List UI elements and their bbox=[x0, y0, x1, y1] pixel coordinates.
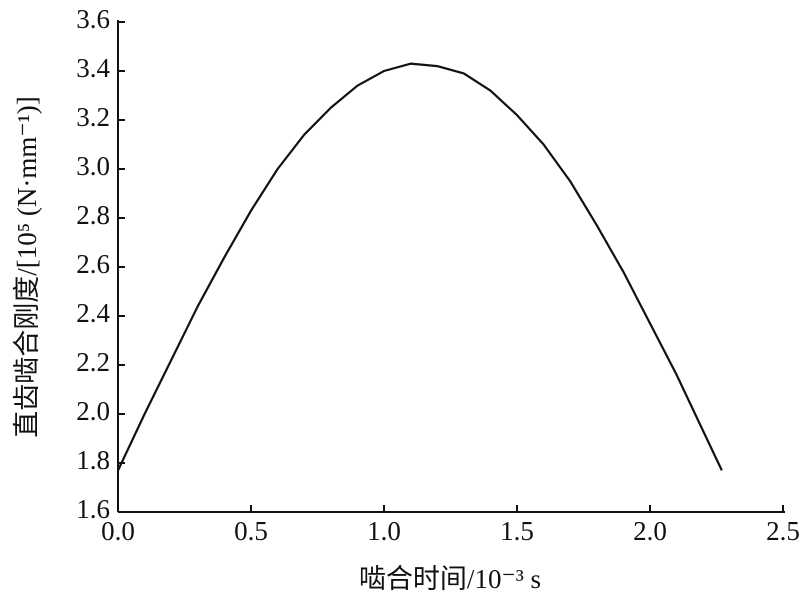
y-tick-label: 3.6 bbox=[76, 4, 110, 34]
x-tick-label: 2.0 bbox=[633, 516, 667, 546]
y-tick-label: 2.8 bbox=[76, 200, 110, 230]
y-tick-label: 3.0 bbox=[76, 151, 110, 181]
y-tick-label: 2.4 bbox=[76, 298, 110, 328]
y-tick-label: 2.2 bbox=[76, 347, 110, 377]
y-tick-label: 1.8 bbox=[76, 445, 110, 475]
x-tick-label: 1.0 bbox=[367, 516, 401, 546]
x-tick-label: 2.5 bbox=[766, 516, 800, 546]
y-tick-label: 3.2 bbox=[76, 102, 110, 132]
y-tick-label: 3.4 bbox=[76, 53, 110, 83]
line bbox=[117, 62, 723, 471]
x-tick-label: 0.5 bbox=[234, 516, 268, 546]
y-tick-label: 2.6 bbox=[76, 249, 110, 279]
y-tick-label: 2.0 bbox=[76, 396, 110, 426]
x-tick-label: 0.0 bbox=[101, 516, 135, 546]
x-tick-label: 1.5 bbox=[500, 516, 534, 546]
x-axis-label: 啮合时间/10⁻³ s bbox=[359, 564, 541, 594]
y-axis-label: 直齿啮合刚度/[10⁵ (N·mm⁻¹)] bbox=[12, 96, 42, 437]
y-tick-label: 1.6 bbox=[76, 494, 110, 524]
